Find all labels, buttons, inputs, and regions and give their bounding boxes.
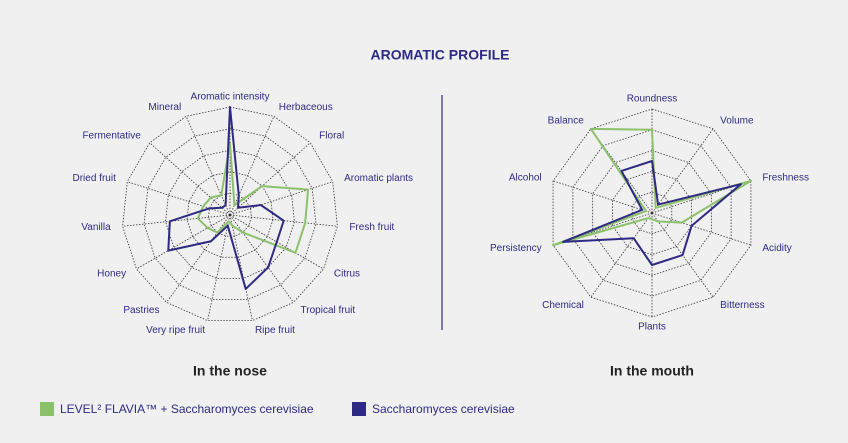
- axis-line: [651, 128, 714, 214]
- axis-line: [552, 212, 653, 246]
- title: AROMATIC PROFILE: [371, 47, 510, 63]
- grid-ring: [592, 150, 712, 276]
- axis-line: [127, 181, 231, 216]
- axis-label: Pastries: [123, 305, 159, 316]
- series-line: [167, 106, 285, 290]
- axis-line: [590, 212, 653, 298]
- axis-label: Bitterness: [720, 300, 764, 311]
- axis-label: Honey: [97, 269, 126, 280]
- axis-label: Floral: [319, 131, 344, 142]
- axis-line: [229, 214, 294, 303]
- axis-line: [185, 116, 231, 216]
- axis-label: Fermentative: [82, 131, 141, 142]
- axis-label: Acidity: [762, 243, 791, 254]
- legend-label: LEVEL² FLAVIA™ + Saccharomyces cerevisia…: [60, 402, 314, 416]
- axis-line: [651, 180, 752, 214]
- legend-swatch: [352, 402, 366, 416]
- axis-label: Tropical fruit: [301, 305, 356, 316]
- grid-ring: [612, 170, 692, 256]
- chart-subtitle: In the nose: [193, 363, 267, 379]
- axis-label: Aromatic intensity: [191, 92, 270, 103]
- axis-label: Alcohol: [509, 172, 542, 183]
- series-line: [561, 160, 743, 266]
- axis-label: Vanilla: [81, 222, 111, 233]
- axis-label: Volume: [720, 115, 754, 126]
- legend-swatch: [40, 402, 54, 416]
- axis-line: [207, 214, 231, 321]
- grid-ring: [122, 106, 338, 322]
- axis-label: Herbaceous: [279, 102, 333, 113]
- axis-label: Ripe fruit: [255, 325, 295, 336]
- axis-label: Citrus: [334, 269, 360, 280]
- axis-line: [149, 142, 231, 216]
- axis-line: [122, 214, 231, 227]
- axis-line: [229, 181, 333, 216]
- axis-line: [552, 180, 653, 214]
- axis-line: [229, 116, 275, 216]
- axis-label: Balance: [548, 115, 585, 126]
- axis-line: [229, 214, 253, 321]
- legend-label: Saccharomyces cerevisiae: [372, 402, 515, 416]
- axis-label: Aromatic plants: [344, 173, 413, 184]
- chart-subtitle: In the mouth: [610, 363, 694, 379]
- axis-line: [651, 212, 752, 246]
- series-line: [196, 142, 310, 254]
- axis-line: [136, 214, 231, 270]
- axis-label: Chemical: [542, 300, 584, 311]
- axis-line: [229, 214, 338, 227]
- axis-label: Persistency: [490, 243, 542, 254]
- axis-label: Mineral: [148, 102, 181, 113]
- axis-line: [229, 142, 311, 216]
- grid-ring: [552, 108, 752, 318]
- axis-label: Fresh fruit: [349, 222, 394, 233]
- axis-label: Roundness: [627, 94, 678, 105]
- grid-ring: [165, 149, 295, 279]
- axis-label: Freshness: [762, 172, 809, 183]
- axis-label: Dried fruit: [73, 173, 117, 184]
- axis-label: Very ripe fruit: [146, 325, 205, 336]
- axis-label: Plants: [638, 322, 666, 333]
